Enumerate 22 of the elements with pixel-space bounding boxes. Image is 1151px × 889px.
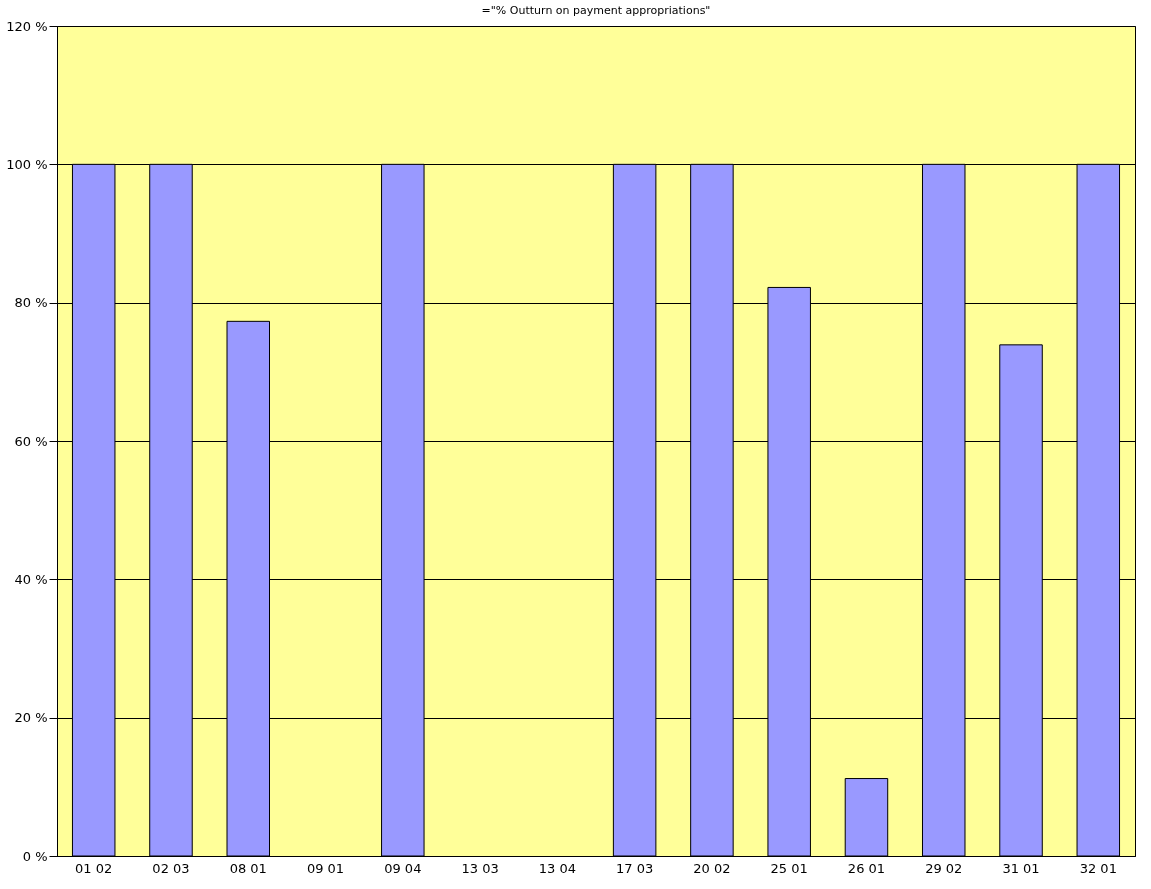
chart-title: ="% Outturn on payment appropriations" [481,4,711,17]
x-tick-label: 26 01 [847,860,886,876]
y-tick-label: 60 % [14,433,48,449]
y-tick-label: 40 % [14,571,48,587]
x-tick-label: 13 04 [538,860,576,876]
x-tick-label: 20 02 [693,860,731,876]
y-tick-label: 120 % [6,18,48,34]
x-tick-label: 09 01 [306,860,345,876]
y-tick-label: 100 % [6,156,48,172]
x-tick-label: 13 03 [461,860,499,876]
x-tick-label: 02 03 [152,860,190,876]
x-tick-label: 08 01 [229,860,267,876]
x-tick-label: 31 01 [1002,860,1040,876]
x-tick-label: 29 02 [925,860,963,876]
y-tick-label: 80 % [14,295,48,311]
y-tick-label: 0 % [22,848,48,864]
x-tick-label: 32 01 [1079,860,1117,876]
x-tick-label: 25 01 [770,860,808,876]
x-tick-label: 17 03 [616,860,654,876]
x-tick-label: 09 04 [384,860,422,876]
y-tick-label: 20 % [14,710,48,726]
x-tick-label: 01 02 [75,860,113,876]
